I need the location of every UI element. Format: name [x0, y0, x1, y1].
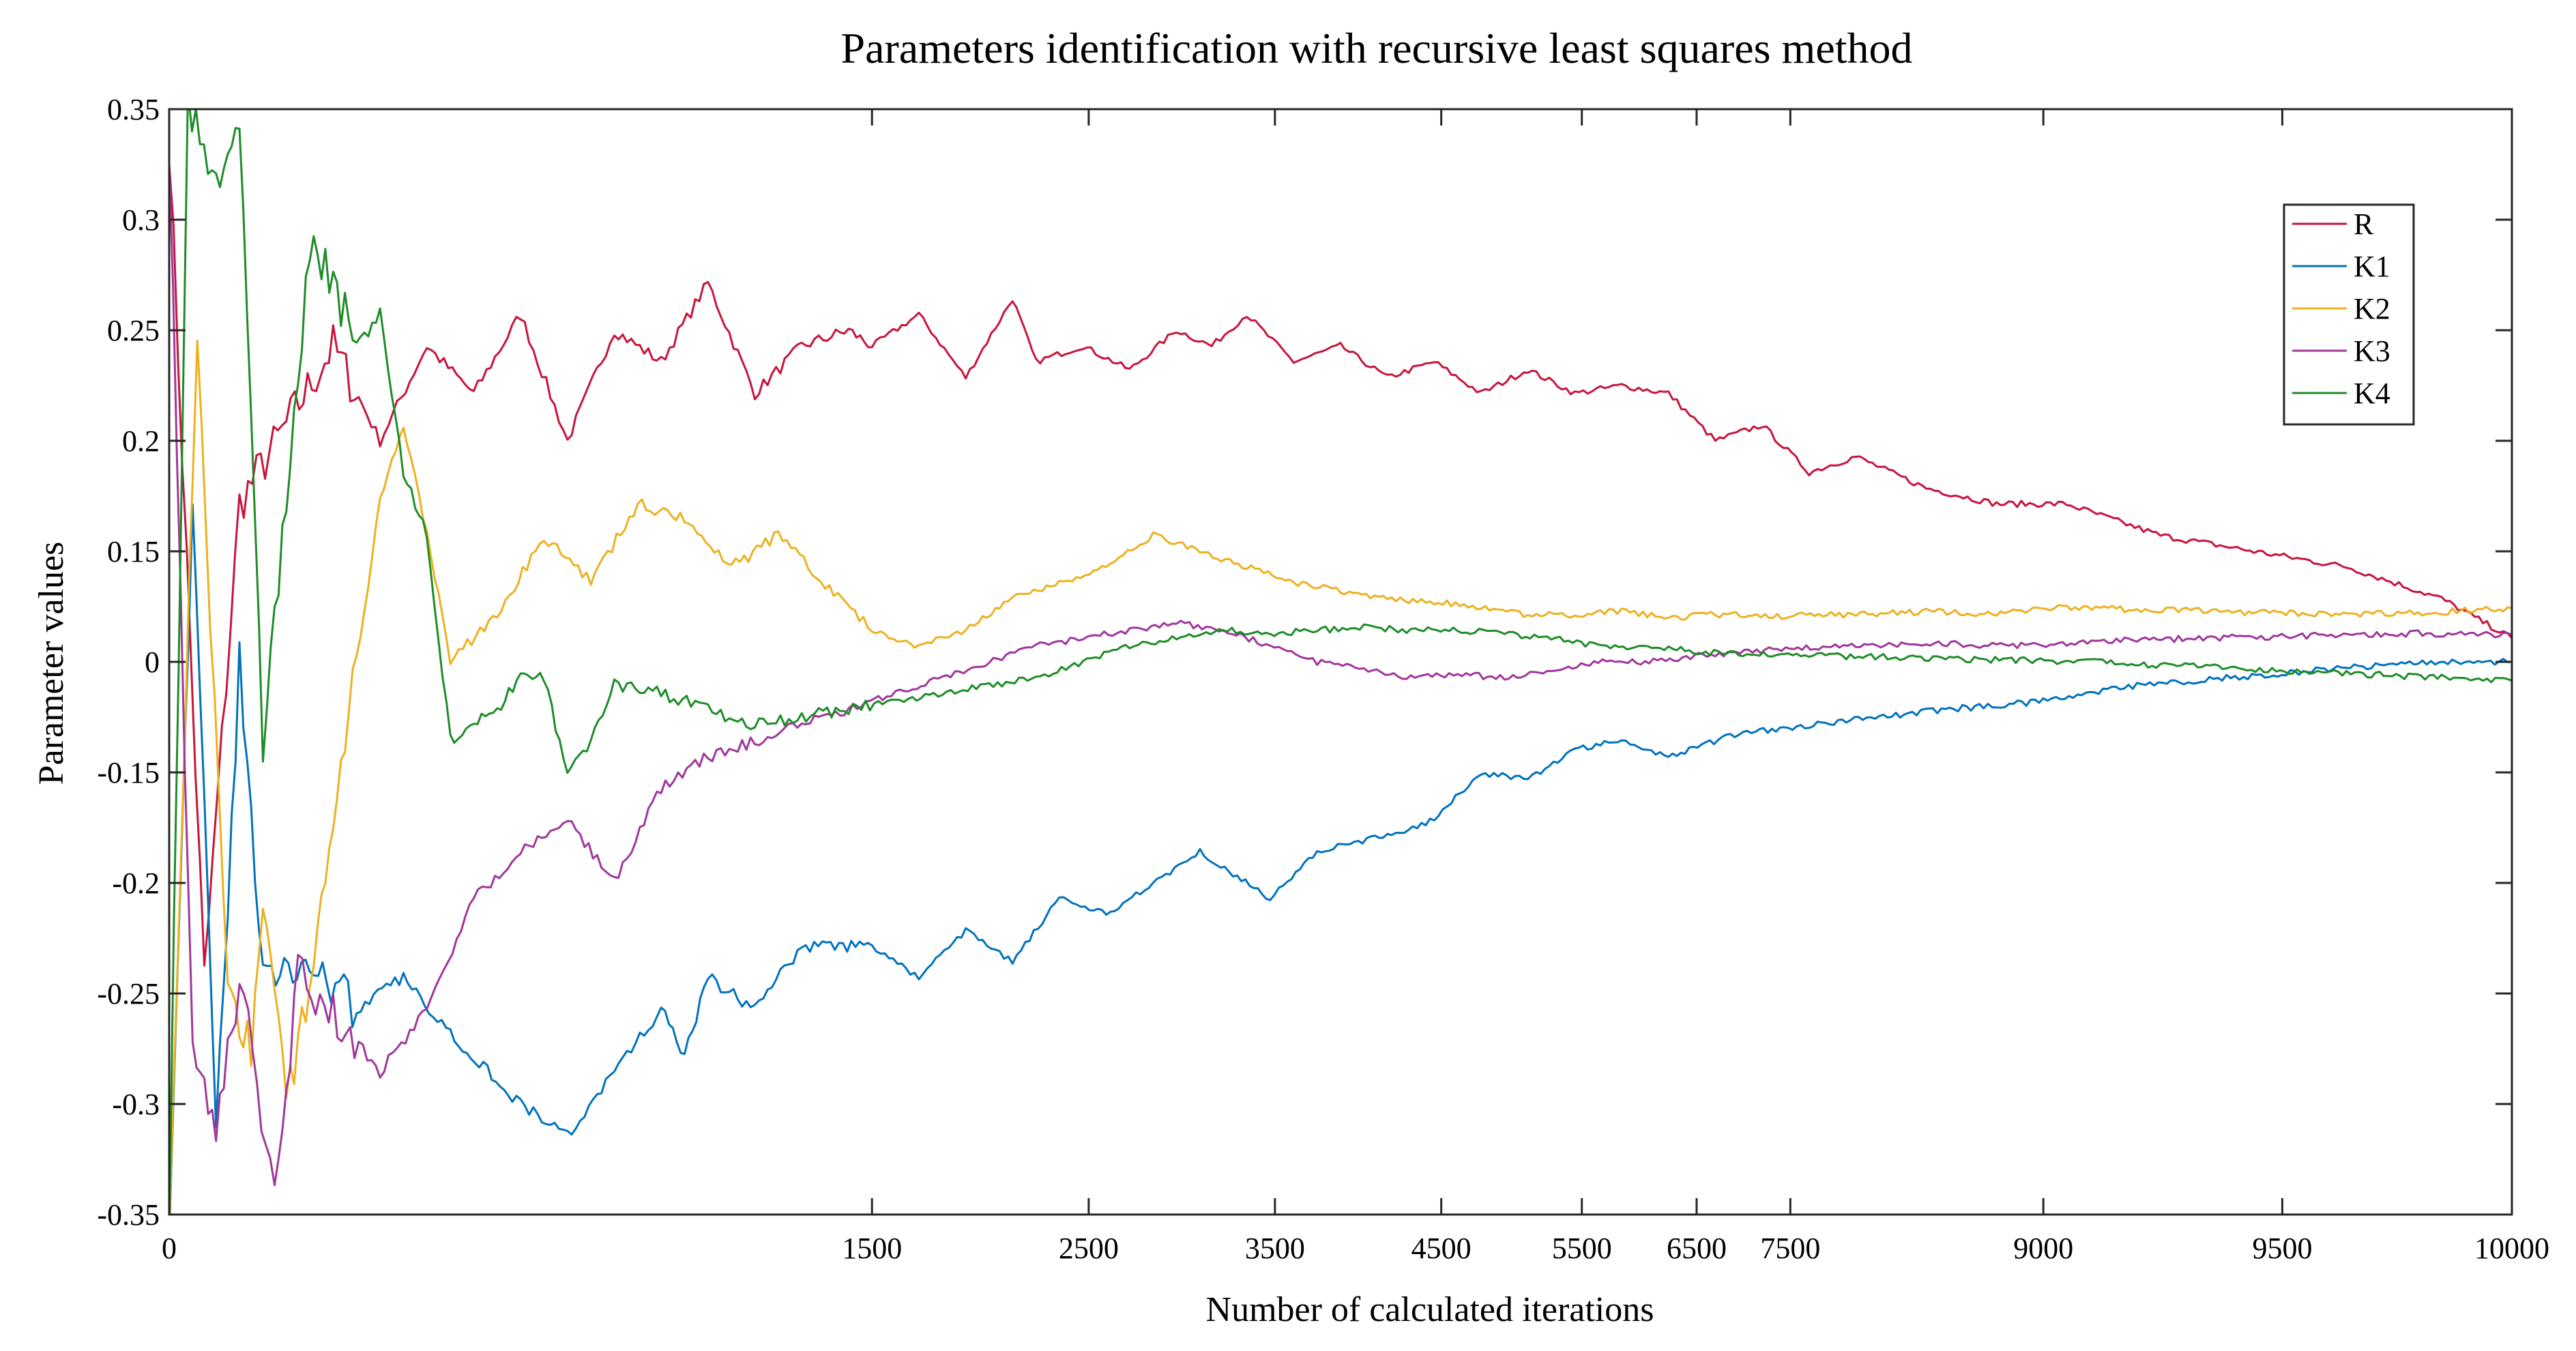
x-tick-label: 7500 — [1760, 1232, 1820, 1265]
y-tick-label: 0.25 — [107, 314, 160, 347]
legend-label-k1: K1 — [2354, 250, 2390, 283]
legend-label-k3: K3 — [2354, 334, 2390, 368]
series-line-r — [169, 164, 2512, 967]
y-axis: 0.35 0.3 0.25 0.2 0.15 0 -0.15 -0.2 -0.25 -0.3 -0.… — [97, 93, 2512, 1232]
x-tick-label: 6500 — [1667, 1232, 1727, 1265]
x-axis: 0 1500 2500 3500 4500 5500 6500 7500 9000 9500 100… — [162, 109, 2549, 1265]
y-tick-label: 0.35 — [107, 93, 160, 126]
y-tick-label: -0.15 — [97, 756, 160, 789]
legend-label-k2: K2 — [2354, 292, 2390, 325]
x-tick-label: 1500 — [842, 1232, 902, 1265]
legend-label-r: R — [2354, 207, 2374, 241]
x-tick-label: 3500 — [1245, 1232, 1305, 1265]
series-layer — [169, 109, 2512, 1215]
x-tick-label: 2500 — [1059, 1232, 1119, 1265]
series-line-k3 — [169, 164, 2512, 1187]
x-tick-label: 5500 — [1552, 1232, 1612, 1265]
y-tick-label: 0.3 — [122, 203, 160, 237]
x-axis-label: Number of calculated iterations — [1206, 1290, 1654, 1329]
x-tick-label: 4500 — [1411, 1232, 1472, 1265]
legend-box — [2283, 203, 2415, 426]
series-line-k4 — [169, 109, 2512, 1215]
series-line-k1 — [169, 503, 2512, 1215]
y-axis-label: Parameter values — [32, 542, 71, 785]
legend: R K1 K2 K3 K4 — [2283, 203, 2415, 426]
series-line-k2 — [169, 339, 2512, 1215]
y-tick-label: -0.2 — [112, 867, 160, 900]
y-tick-label: 0.15 — [107, 535, 160, 568]
y-tick-label: -0.3 — [112, 1088, 160, 1121]
y-tick-label: -0.35 — [97, 1198, 160, 1232]
x-tick-label: 10000 — [2474, 1232, 2549, 1265]
x-tick-label: 9500 — [2252, 1232, 2312, 1265]
chart-title: Parameters identification with recursive… — [840, 24, 1912, 72]
x-tick-label: 9000 — [2013, 1232, 2073, 1265]
y-tick-label: 0.2 — [122, 424, 160, 458]
y-tick-label: -0.25 — [97, 977, 160, 1011]
x-tick-label: 0 — [162, 1232, 177, 1265]
y-tick-label: 0 — [145, 645, 160, 679]
legend-label-k4: K4 — [2354, 377, 2390, 410]
